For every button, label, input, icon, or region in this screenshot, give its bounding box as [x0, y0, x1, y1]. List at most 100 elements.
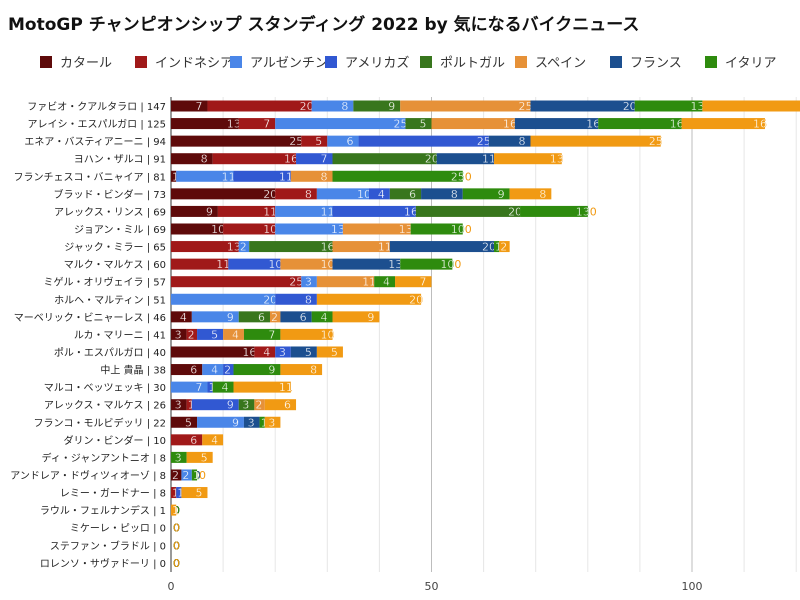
category-label: ステファン・ブラドル | 0: [50, 539, 166, 552]
data-label: 11: [482, 153, 496, 166]
legend-label: イタリア: [725, 56, 777, 71]
data-label: 25: [649, 135, 663, 148]
bar-segment: [275, 188, 317, 200]
bar-segment: [238, 118, 276, 130]
data-label: 0: [173, 557, 180, 570]
category-label: アレイシ・エスパルガロ | 125: [27, 119, 166, 131]
data-label: 3: [175, 399, 182, 412]
data-label: 9: [268, 364, 275, 377]
bar-segment: [223, 328, 244, 340]
category-label: ミケーレ・ピッロ | 0: [70, 523, 166, 535]
data-label: 0: [173, 557, 180, 570]
bar-segment: [191, 469, 198, 481]
bar-segment: [332, 258, 401, 270]
data-label: 0: [173, 504, 180, 517]
legend-label: アルゼンチン: [250, 56, 328, 71]
data-label: 0: [194, 469, 201, 482]
bar-segment: [301, 276, 317, 288]
data-label: 13: [388, 258, 402, 271]
category-label: ディ・ジャンアントニオ | 8: [42, 451, 167, 464]
data-label: 3: [279, 346, 286, 359]
bar-segment: [316, 188, 369, 200]
data-label: 16: [586, 118, 600, 131]
bar-segment: [342, 223, 411, 235]
data-label: 13: [227, 241, 241, 254]
bar-segment: [316, 293, 422, 305]
data-label: 1: [177, 487, 184, 500]
legend-label: インドネシア: [155, 56, 234, 71]
data-label: 0: [173, 539, 180, 552]
bar-segment: [197, 328, 224, 340]
data-label: 2: [500, 241, 507, 254]
bar-segment: [171, 276, 302, 288]
legend-label: フランス: [630, 56, 682, 71]
bar-segment: [254, 399, 265, 411]
bar-segment: [238, 241, 250, 253]
data-label: 0: [173, 522, 180, 535]
bar-segment: [264, 399, 297, 411]
category-label: ダリン・ビンダー | 10: [64, 434, 166, 447]
bar-segment: [243, 416, 260, 428]
bar-segment: [280, 258, 333, 270]
data-label: 0: [173, 522, 180, 535]
bar-segment: [171, 399, 187, 411]
bar-segment: [171, 364, 203, 376]
data-label: 2: [255, 399, 262, 412]
legend-swatch: [40, 55, 52, 68]
data-label: 1: [495, 241, 502, 254]
bar-segment: [494, 153, 562, 165]
data-label: 11: [222, 170, 236, 183]
data-label: 1: [172, 487, 179, 500]
bar-segment: [327, 135, 359, 147]
bar-segment: [374, 276, 396, 288]
bar-segment: [181, 487, 208, 499]
data-label: 3: [175, 328, 182, 341]
data-label: 8: [201, 153, 208, 166]
data-label: 7: [268, 328, 275, 341]
data-label: 5: [211, 328, 218, 341]
data-label: 0: [173, 522, 180, 535]
legend-swatch: [515, 55, 527, 68]
data-label: 10: [263, 223, 277, 236]
data-label: 0: [454, 258, 461, 271]
data-label: 0: [465, 170, 472, 183]
data-label: 3: [242, 399, 249, 412]
data-label: 7: [195, 381, 202, 394]
data-label: 11: [362, 276, 376, 289]
bar-segment: [176, 487, 182, 499]
data-label: 4: [232, 328, 239, 341]
bar-segment: [634, 100, 703, 112]
category-label: フランコ・モルビデッリ | 22: [34, 416, 166, 429]
data-label: 2: [224, 364, 231, 377]
bar-segment: [207, 381, 213, 393]
data-label: 9: [227, 399, 234, 412]
bar-segment: [171, 153, 213, 165]
category-label: マルク・マルケス | 60: [64, 259, 166, 271]
bar-segment: [233, 364, 281, 376]
data-label: 25: [451, 170, 465, 183]
legend-swatch: [230, 55, 242, 68]
data-label: 3: [248, 416, 255, 429]
data-label: 11: [321, 205, 335, 218]
data-label: 2: [240, 241, 247, 254]
bar-segment: [171, 381, 208, 393]
data-label: 5: [185, 416, 192, 429]
category-label: ミゲル・オリヴェイラ | 57: [44, 276, 166, 289]
data-label: 5: [331, 346, 338, 359]
data-label: 1: [172, 170, 179, 183]
bar-segment: [332, 205, 416, 217]
bar-segment: [171, 487, 177, 499]
data-label: 20: [482, 241, 496, 254]
data-label: 8: [539, 188, 546, 201]
data-label: 0: [173, 522, 180, 535]
legend-item: イタリア: [705, 52, 776, 71]
data-label: 0: [173, 522, 180, 535]
data-label: 25: [393, 118, 407, 131]
data-label: 11: [378, 241, 392, 254]
category-label: アレックス・マルケス | 26: [44, 400, 166, 412]
bar-segment: [301, 135, 328, 147]
data-label: 11: [279, 170, 293, 183]
category-label: ブラッド・ビンダー | 73: [54, 188, 166, 201]
category-label: ポル・エスパルガロ | 40: [54, 347, 166, 359]
bar-segment: [171, 293, 276, 305]
